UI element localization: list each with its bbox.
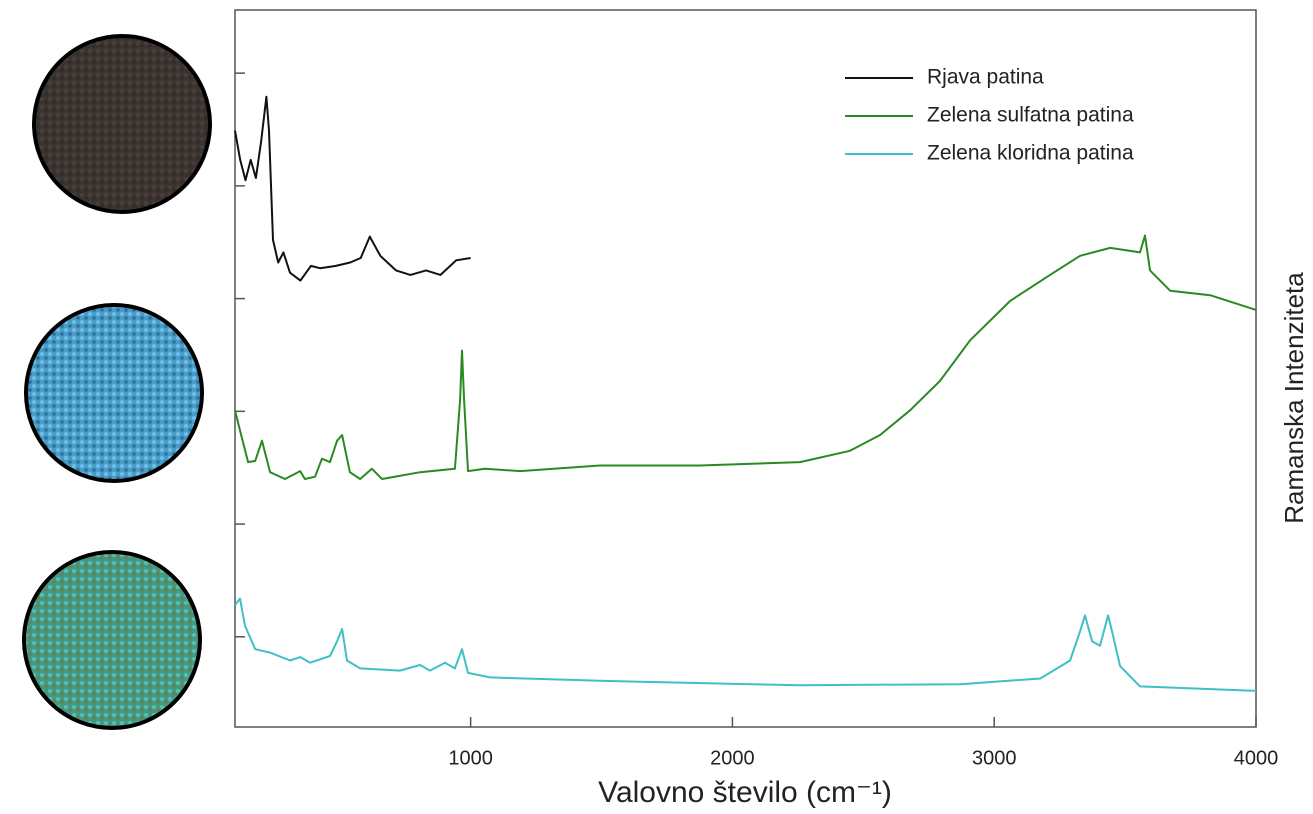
sample-photo xyxy=(22,550,202,730)
x-tick-label: 2000 xyxy=(710,747,755,769)
series-line xyxy=(234,597,1257,692)
x-tick-label: 3000 xyxy=(972,747,1017,769)
legend-label: Rjava patina xyxy=(927,66,1044,89)
series-line xyxy=(234,234,1257,480)
x-tick-label: 1000 xyxy=(448,747,493,769)
legend-label: Zelena sulfatna patina xyxy=(927,104,1134,127)
sample-photo xyxy=(24,303,204,483)
x-tick-label: 4000 xyxy=(1234,747,1279,769)
y-axis-title: Ramanska Intenziteta xyxy=(1279,272,1309,524)
plot-frame xyxy=(234,9,1257,728)
series-line xyxy=(234,95,471,282)
sample-photo xyxy=(32,34,212,214)
legend-label: Zelena kloridna patina xyxy=(927,142,1134,165)
x-axis-title: Valovno število (cm⁻¹) xyxy=(598,776,892,809)
